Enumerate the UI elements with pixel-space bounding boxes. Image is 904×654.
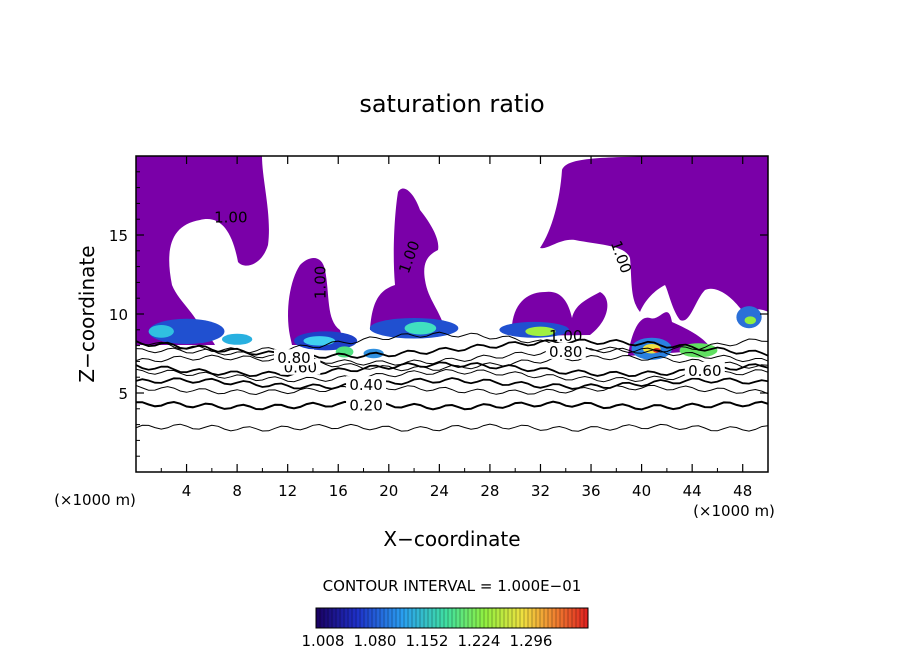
contour-line xyxy=(136,384,768,396)
x-tick-label: 28 xyxy=(480,482,499,500)
y-tick-label: 15 xyxy=(109,227,128,245)
supersaturation-patch xyxy=(221,333,253,345)
contour-lines xyxy=(136,331,768,432)
colorbar-tick-label: 1.224 xyxy=(458,632,501,650)
chart-title: saturation ratio xyxy=(359,90,544,118)
x-tick-label: 8 xyxy=(232,482,242,500)
contour-label: 0.80 xyxy=(277,349,310,367)
colorbar-tick-label: 1.008 xyxy=(302,632,345,650)
x-tick-label: 16 xyxy=(329,482,348,500)
colorbar-bins xyxy=(319,608,585,628)
saturated-region xyxy=(540,156,768,321)
saturated-region xyxy=(136,156,269,340)
plot-content xyxy=(136,156,768,432)
y-axis-ticks: 5 10 15 xyxy=(109,171,768,457)
contour-label: 0.40 xyxy=(349,376,382,394)
contour-line xyxy=(136,400,768,411)
colorbar-tick-label: 1.080 xyxy=(354,632,397,650)
contour-line xyxy=(136,377,768,390)
colorbar-tick-label: 1.152 xyxy=(406,632,449,650)
supersaturation-patch xyxy=(148,325,174,338)
supersaturation-patch xyxy=(744,316,756,325)
x-tick-label: 4 xyxy=(182,482,192,500)
x-tick-label: 40 xyxy=(632,482,651,500)
contour-label: 0.20 xyxy=(349,397,382,415)
saturation-contour-label: 1.00 xyxy=(214,208,247,226)
contour-line xyxy=(136,331,768,354)
supersaturation-patch xyxy=(404,321,437,335)
contour-label: 0.60 xyxy=(688,362,721,380)
y-tick-label: 5 xyxy=(118,385,128,403)
saturated-region xyxy=(370,188,445,330)
contour-interval-text: CONTOUR INTERVAL = 1.000E−01 xyxy=(323,577,582,595)
contour-line xyxy=(136,354,768,372)
x-axis-ticks: 4 8 12 16 20 24 28 32 36 40 44 48 xyxy=(160,156,752,500)
colorbar-tick-labels: 1.008 1.080 1.152 1.224 1.296 xyxy=(302,632,553,650)
contour-line xyxy=(136,368,768,383)
x-unit-right: (×1000 m) xyxy=(693,502,775,520)
contour-label-bg xyxy=(346,376,387,393)
x-tick-label: 32 xyxy=(531,482,550,500)
x-tick-label: 12 xyxy=(278,482,297,500)
y-tick-label: 10 xyxy=(109,306,128,324)
colorbar-tick-label: 1.296 xyxy=(510,632,553,650)
saturated-regions xyxy=(136,156,768,356)
contour-label-bg xyxy=(684,361,725,378)
x-tick-label: 24 xyxy=(430,482,449,500)
saturation-contour-label: 1.00 xyxy=(312,266,330,299)
contour-label-bg xyxy=(346,396,387,413)
supersaturation-patch xyxy=(148,318,225,345)
x-unit-left: (×1000 m) xyxy=(54,491,136,509)
x-axis-label: X−coordinate xyxy=(383,527,520,551)
x-tick-label: 20 xyxy=(379,482,398,500)
y-axis-label: Z−coordinate xyxy=(75,245,99,382)
x-tick-label: 44 xyxy=(683,482,702,500)
supersaturation-patch xyxy=(303,336,336,346)
contour-labels: 0.200.400.600.800.600.801.001.001.00 1.00… xyxy=(214,208,725,415)
saturation-contour-label: 1.00 xyxy=(549,327,582,345)
contour-label: 0.80 xyxy=(549,343,582,361)
contour-line xyxy=(136,361,768,378)
supersaturation-patches xyxy=(148,306,762,360)
contour-label-bg xyxy=(274,349,314,366)
supersaturation-patch xyxy=(525,326,556,337)
x-tick-label: 48 xyxy=(733,482,752,500)
x-tick-label: 36 xyxy=(581,482,600,500)
saturated-region xyxy=(288,258,345,345)
contour-label-bg xyxy=(545,342,586,359)
contour-line xyxy=(136,423,768,432)
